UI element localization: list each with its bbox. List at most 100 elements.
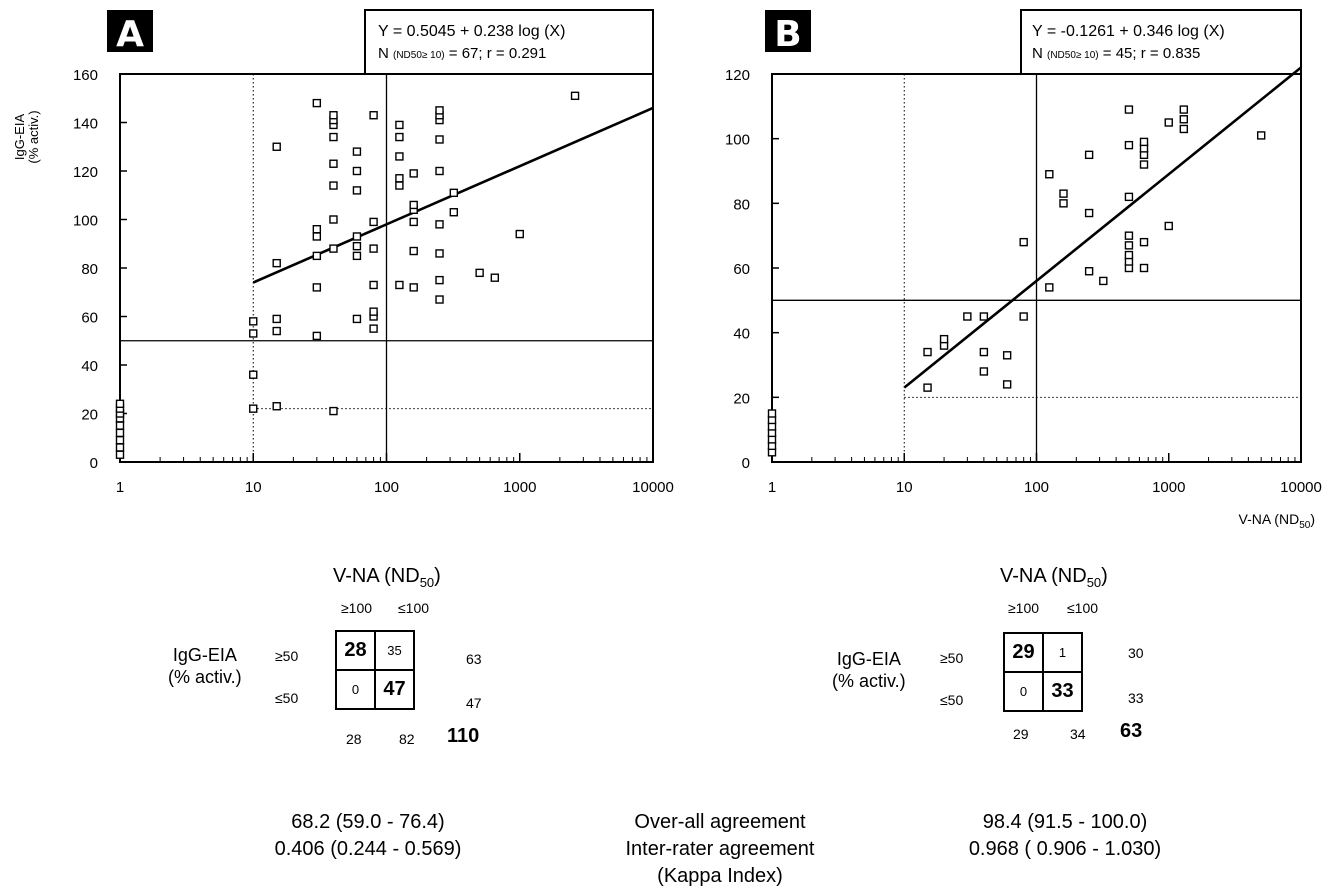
panel-b-data-point: [1164, 118, 1173, 127]
panel-a-data-point: [272, 314, 281, 324]
table-a-title: V-NA (ND50): [333, 565, 441, 590]
panel-a-chart: A Y = 0.5045 + 0.238 log (X) N (ND50≥ 10…: [12, 9, 674, 496]
panel-a-label-box: [107, 10, 153, 52]
panel-a-data-point: [409, 200, 418, 210]
inter-rater-label: Inter-rater agreement: [625, 838, 815, 860]
panel-a-data-point: [409, 169, 418, 178]
panel-b-stats: N (ND50≥ 10) = 45; r = 0.835: [1032, 45, 1200, 62]
footer-right: 98.4 (91.5 - 100.0) 0.968 ( 0.906 - 1.030…: [930, 809, 1200, 863]
panel-a-data-point: [115, 450, 125, 459]
panel-b-data-point: [1124, 231, 1134, 240]
panel-a-data-point: [272, 142, 281, 151]
table-b-row-header-1: ≥50: [940, 650, 964, 666]
panel-a-data-point: [369, 280, 378, 290]
panel-b-data-point: [1099, 276, 1108, 286]
panel-a-data-point: [272, 326, 281, 336]
panel-a-data-point: [435, 135, 444, 144]
panel-a-data-point: [329, 244, 338, 253]
table-a-cell: 28: [335, 630, 376, 671]
panel-b-data-point: [1019, 312, 1028, 321]
panel-b-data-point: [1084, 150, 1094, 160]
panel-b-data-point: [1124, 105, 1134, 114]
right-kappa: 0.968 ( 0.906 - 1.030): [968, 838, 1162, 860]
table-b-row-label: IgG-EIA (% activ.): [832, 649, 906, 691]
panel-a-data-point: [329, 111, 338, 120]
panel-a-data-point: [352, 186, 362, 195]
panel-b-y-tick-label: 40: [733, 326, 750, 343]
panel-b-y-tick-label: 0: [742, 455, 750, 472]
panel-a-data-point: [115, 443, 125, 452]
panel-a-data-point: [435, 249, 444, 258]
panel-b-x-tick-label: 10000: [1280, 479, 1322, 496]
panel-b-data-point: [923, 383, 932, 392]
panel-a-data-point: [115, 399, 125, 408]
panel-b-data-point: [979, 347, 989, 357]
table-b-cell: 1: [1042, 632, 1083, 673]
panel-a-equation-box: [364, 9, 654, 75]
panel-a-data-point: [329, 159, 338, 168]
panel-a-data-point: [312, 283, 322, 292]
table-a-row-label: IgG-EIA (% activ.): [168, 645, 242, 687]
table-b-col-total-2: 34: [1070, 726, 1086, 742]
panel-a-data-point: [475, 268, 484, 278]
panel-a-y-tick-label: 140: [73, 116, 98, 133]
footer-left: 68.2 (59.0 - 76.4) 0.406 (0.244 - 0.569): [238, 809, 498, 863]
panel-b-data-point: [979, 367, 989, 376]
panel-a-data-point: [115, 428, 125, 438]
panel-a-y-tick-label: 20: [81, 407, 98, 424]
panel-a-data-point: [395, 120, 404, 130]
panel-b-data-point: [1084, 267, 1094, 276]
overall-agreement-label: Over-all agreement: [634, 811, 806, 833]
panel-b-label: B: [774, 14, 801, 55]
footer-middle: Over-all agreement Inter-rater agreement (…: [580, 809, 860, 890]
panel-a-label: A: [116, 14, 144, 55]
panel-a-data-point: [435, 220, 444, 229]
panel-b-regression-line: [903, 66, 1302, 389]
panel-a-data-point: [249, 370, 258, 379]
panel-b-data-point: [1139, 263, 1149, 273]
panel-a-data-point: [435, 106, 444, 115]
panel-a-data-point: [352, 166, 362, 176]
left-kappa: 0.406 (0.244 - 0.569): [274, 838, 462, 860]
panel-a-data-point: [249, 329, 258, 338]
panel-a-data-point: [352, 251, 362, 261]
table-b-row-total-2: 33: [1128, 690, 1144, 706]
table-b-row-total-1: 30: [1128, 645, 1144, 661]
panel-a-data-point: [329, 215, 338, 224]
panel-a-y-tick-label: 0: [90, 455, 98, 472]
panel-a-data-point: [395, 181, 404, 190]
panel-b-y-tick-label: 120: [725, 67, 750, 84]
panel-b-equation: Y = -0.1261 + 0.346 log (X): [1032, 23, 1225, 40]
panel-b-data-point: [1139, 160, 1149, 169]
panel-b-data-point: [767, 409, 777, 418]
table-b-col-total-1: 29: [1013, 726, 1029, 742]
table-a-row-header-1: ≥50: [275, 648, 299, 664]
panel-a-data-point: [352, 232, 362, 241]
panel-a-data-point: [272, 258, 281, 268]
table-a-col-header-1: ≥100: [341, 600, 373, 616]
table-a-cell: 35: [374, 630, 415, 671]
panel-b-y-tick-label: 80: [733, 196, 750, 213]
panel-b-data-point: [1179, 115, 1189, 124]
panel-a-data-point: [352, 314, 362, 324]
table-b-cell: 0: [1003, 671, 1044, 712]
table-b-contingency: 29 1 0 33: [1003, 632, 1083, 712]
panel-b-data-point: [1019, 237, 1028, 247]
panel-a-data-point: [272, 402, 281, 411]
panel-a-data-point: [409, 246, 418, 256]
panel-b-chart: B Y = -0.1261 + 0.346 log (X) N (ND50≥ 1…: [725, 9, 1322, 531]
panel-a-y-tick-label: 100: [73, 213, 98, 230]
panel-b-y-tick-label: 20: [733, 390, 750, 407]
panel-a-data-point: [449, 208, 459, 217]
panel-a-data-point: [312, 232, 322, 241]
panel-a-data-point: [249, 317, 258, 326]
panel-a-data-point: [570, 91, 580, 101]
table-a-row-total-2: 47: [466, 695, 482, 711]
panel-b-data-point: [1002, 380, 1012, 389]
table-a-contingency: 28 35 0 47: [335, 630, 415, 710]
panel-a-data-point: [329, 181, 338, 190]
panel-a-data-point: [312, 331, 322, 341]
panel-b-data-point: [963, 312, 972, 321]
panel-b-data-point: [1179, 105, 1189, 114]
panel-b-x-tick-label: 1000: [1152, 479, 1185, 496]
